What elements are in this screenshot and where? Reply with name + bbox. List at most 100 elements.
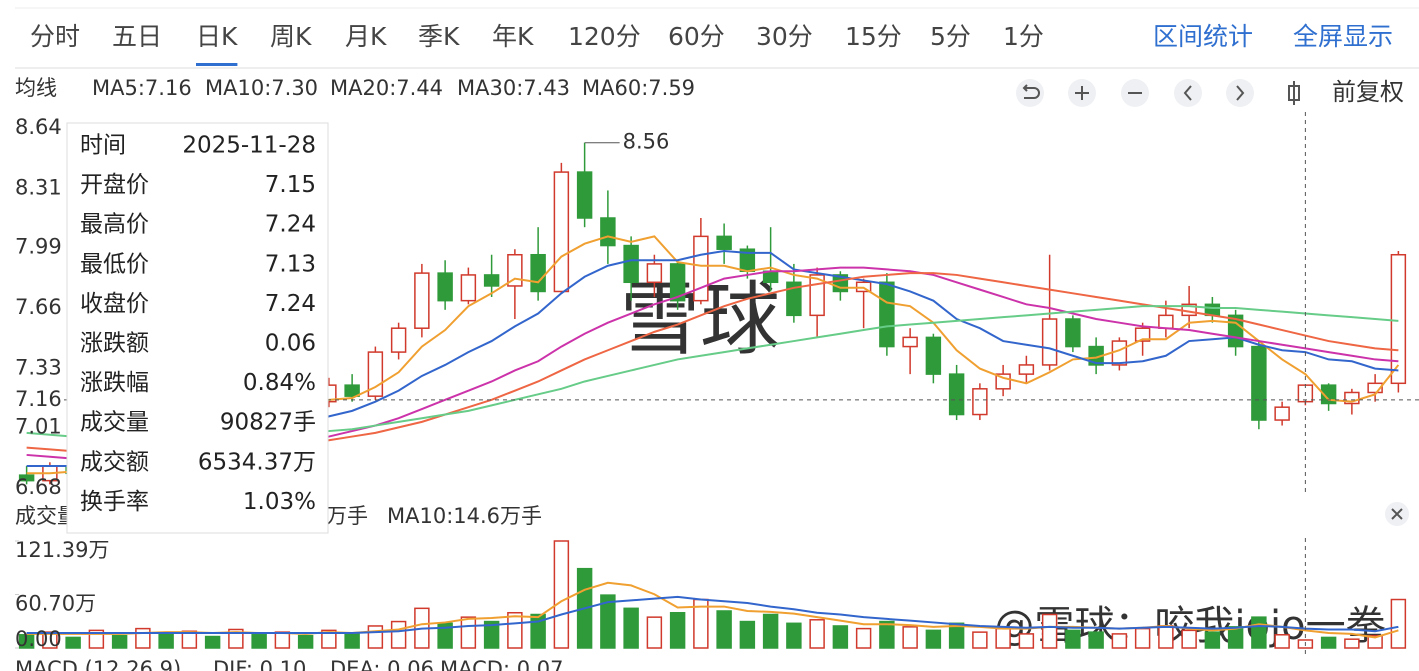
volume-bar	[204, 635, 221, 649]
ui-layer: 前复权 均线 分时 五日 日K 周K 月K 季K 年K 120分 60分 30分 15分 5分 1分 区间…	[15, 22, 1409, 526]
tooltip-value: 90827手	[220, 410, 316, 436]
y-tick-label: 6.68	[15, 475, 62, 499]
ma-legend: MA30:7.43	[457, 76, 570, 100]
tooltip-value: 7.15	[265, 172, 316, 198]
ma-legend: MA20:7.44	[330, 76, 443, 100]
undo-button[interactable]	[1016, 79, 1044, 107]
candle-body	[1320, 384, 1337, 405]
volume-bar	[111, 634, 128, 649]
tooltip-label: 最低价	[80, 251, 149, 277]
volume-bar	[483, 620, 500, 649]
volume-bar	[65, 636, 81, 649]
tab[interactable]: 1分	[1003, 22, 1044, 51]
tab[interactable]: 年K	[492, 22, 534, 51]
volume-bar	[228, 628, 244, 649]
volume-bar	[995, 627, 1011, 649]
next-button[interactable]	[1226, 79, 1254, 107]
candle-body	[646, 263, 663, 284]
volume-bar	[297, 634, 314, 649]
tab[interactable]: 30分	[756, 22, 813, 51]
tab[interactable]: 季K	[418, 22, 460, 51]
candle-body	[460, 274, 477, 302]
volume-bar	[716, 610, 732, 649]
link[interactable]: 全屏显示	[1293, 22, 1393, 51]
volume-bar	[274, 631, 291, 649]
volume-bar	[251, 634, 267, 649]
toolbar-glyphs	[1022, 81, 1300, 105]
volume-bar	[1158, 625, 1174, 649]
macd-legend: DIF: 0.10	[213, 657, 306, 671]
macd-legend: MACD (12,26,9)	[15, 657, 181, 671]
volume-bar	[553, 540, 570, 649]
volume-bar	[786, 622, 802, 649]
candle-body	[600, 217, 616, 247]
candle-body	[925, 336, 942, 375]
volume-bar	[972, 631, 988, 649]
candle-body	[1251, 345, 1267, 421]
volume-bar	[832, 625, 849, 649]
volume-bar	[367, 625, 384, 649]
volume-bar	[460, 616, 477, 649]
link[interactable]: 区间统计	[1153, 22, 1253, 51]
y-tick-label: 8.64	[15, 115, 62, 139]
macd-legend: MACD: 0.07	[440, 657, 563, 671]
tooltip-label: 开盘价	[80, 172, 149, 198]
tab[interactable]: 月K	[345, 22, 387, 51]
candle-body	[483, 274, 500, 287]
candle-body	[1344, 391, 1360, 405]
tab[interactable]: 120分	[568, 22, 641, 51]
volume-bar	[1390, 598, 1407, 649]
candle-body	[530, 253, 546, 293]
candle-body	[786, 281, 802, 317]
tooltip-value: 6534.37万	[198, 449, 316, 475]
candle-body	[879, 281, 895, 348]
y-tick-label: 121.39万	[15, 538, 109, 562]
tab[interactable]: 五日	[112, 22, 162, 51]
candle-body	[902, 336, 918, 348]
macd-legend: DEA: 0.06	[330, 657, 434, 671]
tab[interactable]: 15分	[845, 22, 902, 51]
tab[interactable]: 60分	[668, 22, 725, 51]
current-price-box	[12, 386, 64, 413]
left-icon	[1183, 85, 1192, 101]
y-tick-label: 8.31	[15, 176, 62, 200]
ma-legend: MA10:7.30	[205, 76, 318, 100]
ma-legend: MA5:7.16	[92, 76, 192, 100]
tab[interactable]: 周K	[270, 22, 312, 51]
tooltip-value: 1.03%	[243, 489, 316, 515]
volume-bar	[623, 607, 639, 649]
volume-bar	[1320, 636, 1337, 649]
candle-body	[1367, 382, 1383, 394]
tooltip-value: 7.24	[265, 212, 316, 238]
candle-body	[1134, 327, 1151, 342]
volume-legend: MA10:14.6万手	[387, 504, 542, 528]
candle-body	[948, 373, 965, 416]
close-icon[interactable]	[1391, 508, 1403, 520]
candle-body	[437, 272, 453, 302]
candle-body	[576, 171, 593, 219]
prev-button[interactable]	[1174, 79, 1202, 107]
volume-bar	[646, 616, 663, 649]
volume-bar	[530, 613, 546, 649]
volume-bar	[669, 611, 686, 649]
tab[interactable]: 日K	[196, 22, 238, 51]
volume-bar	[1251, 616, 1267, 649]
candle-body	[344, 384, 360, 397]
close-button[interactable]	[1385, 502, 1409, 526]
tooltip-label: 时间	[80, 133, 126, 159]
volume-bar	[135, 627, 151, 649]
candle-icon[interactable]	[1288, 81, 1300, 105]
candle-body	[1274, 406, 1290, 421]
tooltip-value: 0.84%	[243, 370, 316, 396]
volume-bar	[902, 626, 918, 649]
tab[interactable]: 5分	[930, 22, 971, 51]
candle-body	[1111, 340, 1128, 366]
tooltip-label: 收盘价	[80, 291, 149, 317]
volume-bar	[1344, 638, 1360, 649]
candle-body	[623, 244, 639, 284]
tab[interactable]: 分时	[30, 22, 80, 51]
volume-bar	[390, 620, 407, 649]
undo-icon	[1022, 84, 1040, 99]
adjust-label[interactable]: 前复权	[1332, 78, 1404, 106]
volume-bar	[1134, 627, 1151, 649]
